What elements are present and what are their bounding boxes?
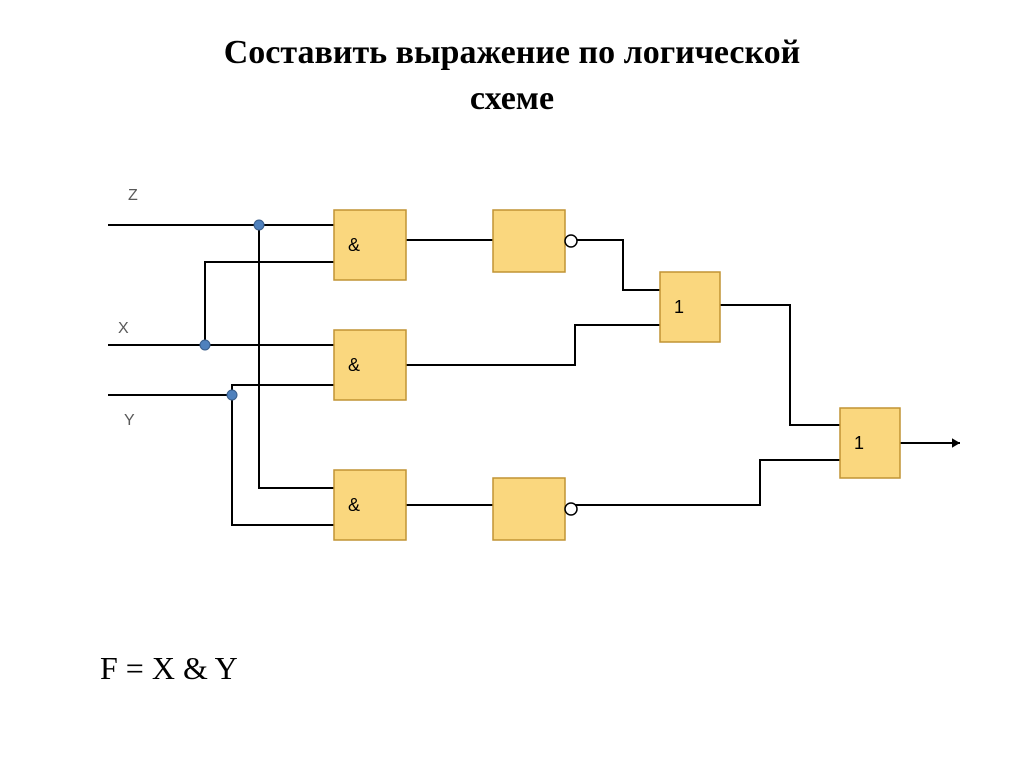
- wire-11: [575, 460, 840, 505]
- wire-9: [406, 325, 660, 365]
- gate-or2: [840, 408, 900, 478]
- gate-label-and1: &: [348, 235, 360, 255]
- wire-2: [108, 385, 334, 395]
- not-bubble-not2: [565, 503, 577, 515]
- gate-not1: [493, 210, 565, 272]
- page: Составить выражение по логической схеме …: [0, 0, 1024, 767]
- not-bubble-not1: [565, 235, 577, 247]
- junction-nZ: [254, 220, 264, 230]
- wire-5: [232, 395, 334, 525]
- junction-nX: [200, 340, 210, 350]
- wire-10: [720, 305, 840, 425]
- wire-4: [259, 225, 334, 488]
- formula-text: F = X & Y: [100, 650, 238, 687]
- gate-label-and3: &: [348, 495, 360, 515]
- wire-8: [575, 240, 660, 290]
- junction-nY: [227, 390, 237, 400]
- gate-label-or1: 1: [674, 297, 684, 317]
- input-label-X: X: [118, 320, 129, 337]
- input-label-Z: Z: [128, 187, 138, 204]
- gate-and1: [334, 210, 406, 280]
- gate-and3: [334, 470, 406, 540]
- output-arrow-icon: [952, 438, 960, 448]
- gate-label-and2: &: [348, 355, 360, 375]
- gate-or1: [660, 272, 720, 342]
- gate-label-or2: 1: [854, 433, 864, 453]
- wire-3: [205, 262, 334, 345]
- gate-and2: [334, 330, 406, 400]
- input-label-Y: Y: [124, 412, 135, 429]
- gate-not2: [493, 478, 565, 540]
